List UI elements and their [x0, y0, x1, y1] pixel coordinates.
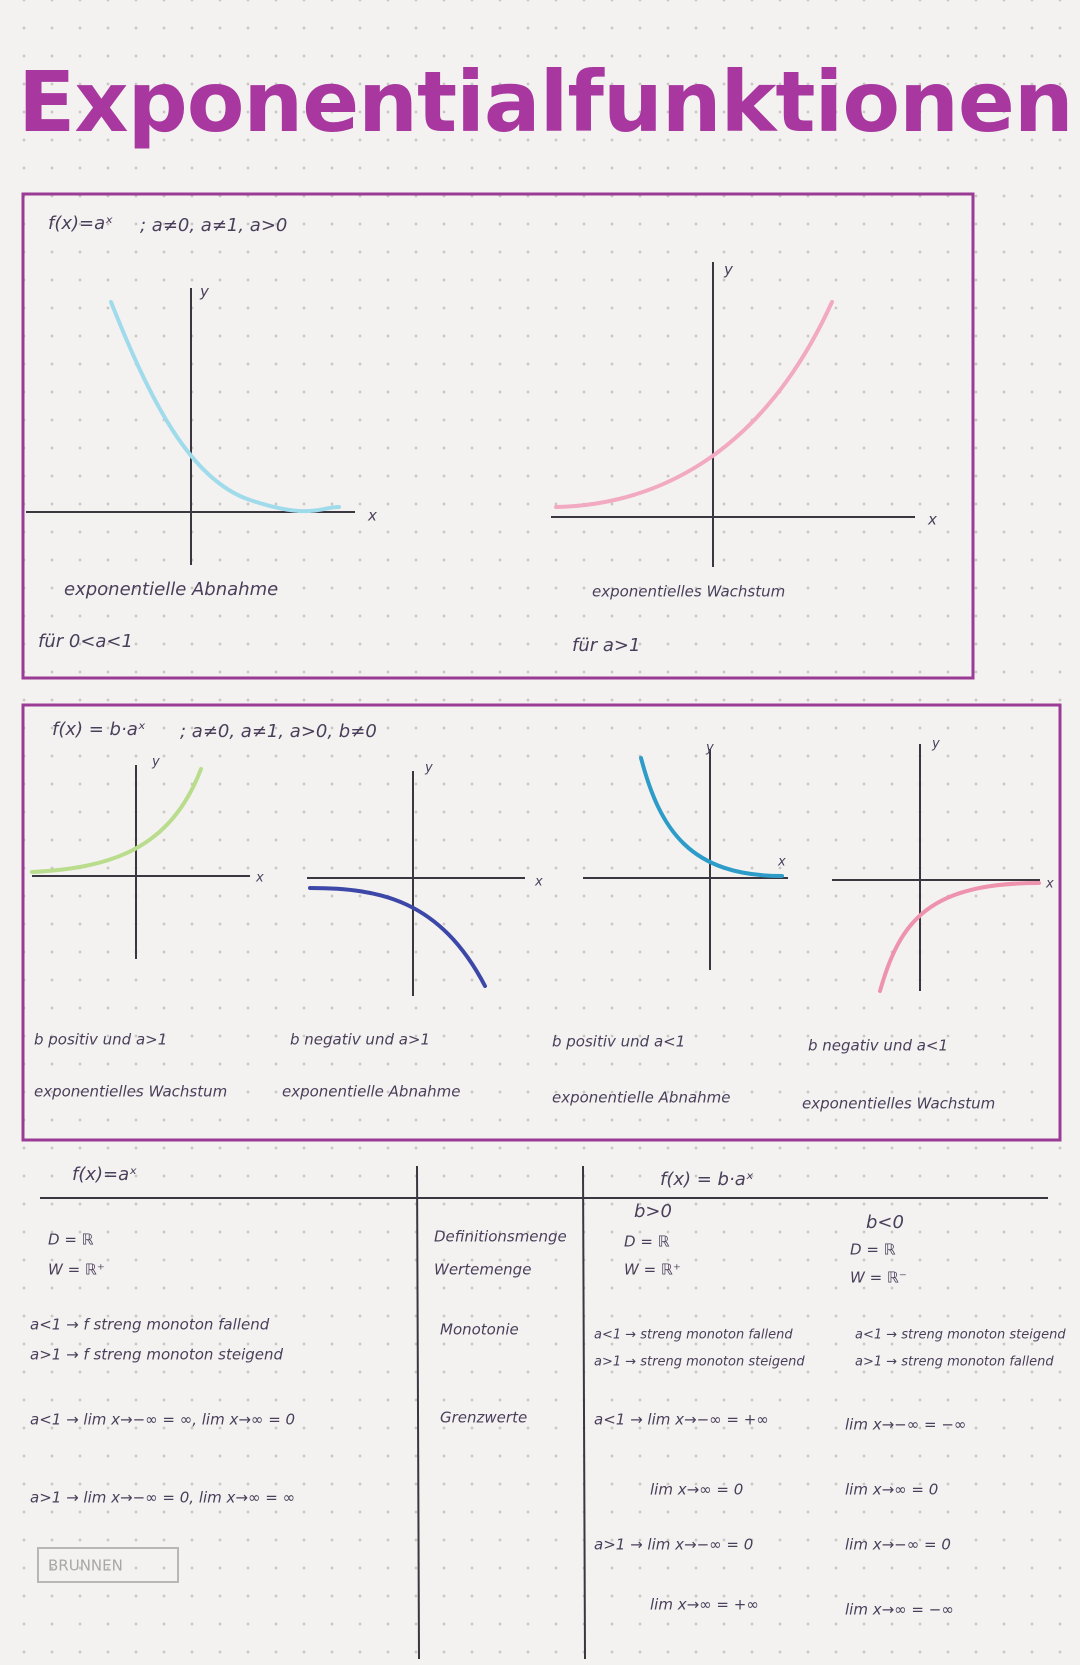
- cell: a>1 → lim x→−∞ = 0: [594, 1536, 753, 1554]
- curve: [878, 881, 1041, 993]
- cell: lim x→−∞ = −∞: [845, 1416, 966, 1434]
- cell: D = ℝ: [624, 1233, 670, 1251]
- curve: [639, 756, 784, 878]
- condition: für a>1: [572, 635, 640, 656]
- caption: exponentielles Wachstum: [592, 583, 785, 601]
- row-label: Grenzwerte: [440, 1409, 527, 1427]
- section-box: [21, 192, 975, 680]
- cell: lim x→∞ = +∞: [650, 1596, 759, 1614]
- axis-label: x: [927, 511, 937, 529]
- axis-label: x: [777, 855, 786, 870]
- curve: [308, 886, 487, 988]
- behavior: exponentielle Abnahme: [282, 1083, 460, 1101]
- axis-label: y: [424, 761, 433, 776]
- cell: lim x→∞ = −∞: [845, 1601, 954, 1619]
- cell: D = ℝ: [48, 1231, 94, 1249]
- growth-curve: [554, 300, 834, 509]
- cell: a<1 → lim x→−∞ = +∞: [594, 1411, 769, 1429]
- cell: a<1 → streng monoton steigend: [855, 1328, 1066, 1343]
- cell: a>1 → lim x→−∞ = 0, lim x→∞ = ∞: [30, 1489, 295, 1507]
- brand-box: [37, 1547, 179, 1583]
- curve: [30, 767, 203, 874]
- row-label: Wertemenge: [434, 1261, 531, 1279]
- cell: lim x→∞ = 0: [650, 1481, 743, 1499]
- cell: lim x→∞ = 0: [845, 1481, 938, 1499]
- cell: W = ℝ⁺: [48, 1261, 105, 1279]
- table-rule: [582, 1165, 586, 1660]
- axis-label: x: [534, 875, 543, 890]
- cell: W = ℝ⁺: [624, 1261, 681, 1279]
- behavior: exponentielle Abnahme: [552, 1089, 730, 1107]
- axis-label: y: [151, 755, 160, 770]
- conditions: ; a≠0, a≠1, a>0: [140, 215, 287, 236]
- cell: a<1 → f streng monoton fallend: [30, 1316, 270, 1334]
- axis-label: y: [199, 283, 210, 301]
- row-label: Monotonie: [440, 1321, 519, 1339]
- page-title: Exponentialfunktionen: [18, 53, 1073, 151]
- behavior: exponentielles Wachstum: [802, 1095, 995, 1113]
- cell: W = ℝ⁻: [850, 1269, 907, 1287]
- table-subheader: b<0: [866, 1212, 904, 1233]
- cell: lim x→−∞ = 0: [845, 1536, 951, 1554]
- axis-label: y: [723, 261, 734, 279]
- behavior: exponentielles Wachstum: [34, 1083, 227, 1101]
- caption: exponentielle Abnahme: [64, 579, 278, 600]
- axis-label: x: [367, 507, 377, 525]
- cell: a>1 → f streng monoton steigend: [30, 1346, 284, 1364]
- conditions: ; a≠0, a≠1, a>0, b≠0: [180, 721, 377, 742]
- axis-label: x: [255, 871, 264, 886]
- cell: D = ℝ: [850, 1241, 896, 1259]
- cell: a<1 → streng monoton fallend: [594, 1328, 793, 1343]
- table-header: f(x) = b·aˣ: [660, 1169, 754, 1190]
- table-header: f(x)=aˣ: [72, 1164, 137, 1185]
- formula: f(x)=aˣ: [48, 213, 113, 234]
- case: b positiv und a<1: [552, 1033, 685, 1051]
- cell: a>1 → streng monoton fallend: [855, 1355, 1054, 1370]
- decay-curve: [109, 300, 341, 514]
- axis-label: y: [931, 737, 940, 752]
- brand: BRUNNEN: [48, 1557, 123, 1575]
- row-label: Definitionsmenge: [434, 1228, 567, 1246]
- cell: a>1 → streng monoton steigend: [594, 1355, 805, 1370]
- table-rule: [416, 1165, 420, 1660]
- section-box: [21, 703, 1062, 1142]
- cell: a<1 → lim x→−∞ = ∞, lim x→∞ = 0: [30, 1411, 295, 1429]
- axis-label: x: [1045, 877, 1054, 892]
- case: b negativ und a>1: [290, 1031, 430, 1049]
- formula: f(x) = b·aˣ: [52, 719, 146, 740]
- axis-label: y: [705, 741, 714, 756]
- table-subheader: b>0: [634, 1201, 672, 1222]
- case: b negativ und a<1: [808, 1037, 948, 1055]
- case: b positiv und a>1: [34, 1031, 167, 1049]
- condition: für 0<a<1: [38, 631, 133, 652]
